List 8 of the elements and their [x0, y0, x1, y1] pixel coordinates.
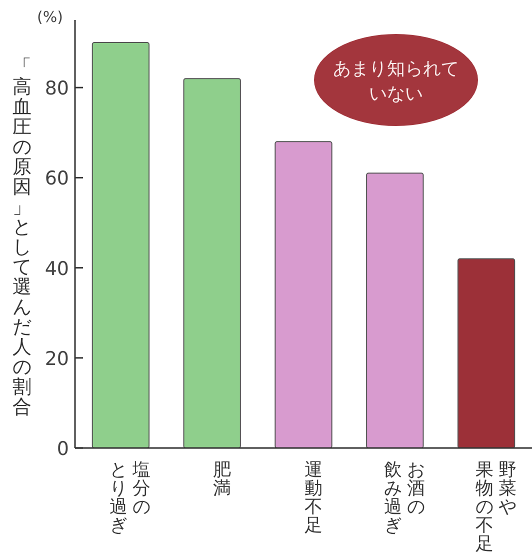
- y-tick-label: 80: [44, 78, 69, 100]
- y-tick-label: 40: [44, 258, 69, 280]
- y-tick-label: 20: [44, 348, 69, 370]
- y-tick-label: 0: [56, 438, 69, 460]
- text: (%): [37, 8, 63, 26]
- annotation: あまり知られていない: [333, 58, 459, 104]
- y-tick-label: 60: [44, 168, 69, 190]
- y-axis-title: 「高血圧の原因」として選んだ人の割合: [12, 56, 32, 418]
